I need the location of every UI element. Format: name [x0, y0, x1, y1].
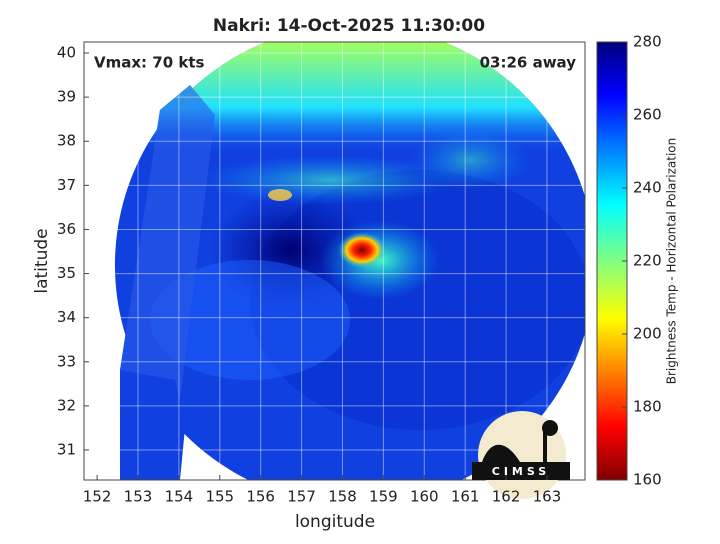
x-tick-label: 153: [124, 488, 153, 506]
colorbar-tick-label: 200: [633, 325, 662, 343]
chart-title: Nakri: 14-Oct-2025 11:30:00: [213, 16, 485, 36]
y-tick-label: 35: [57, 264, 76, 282]
y-tick-label: 39: [57, 88, 76, 106]
logo-text: CIMSS: [492, 465, 550, 478]
colorbar-tick-label: 220: [633, 252, 662, 270]
y-tick-label: 37: [57, 176, 76, 194]
y-tick-label: 34: [57, 308, 76, 326]
x-tick-label: 156: [246, 488, 275, 506]
colorbar-tick-label: 180: [633, 398, 662, 416]
annotation: Vmax: 70 kts: [94, 54, 204, 72]
colorbar-tick-label: 280: [633, 33, 662, 51]
x-tick-label: 152: [83, 488, 112, 506]
y-tick-label: 31: [57, 441, 76, 459]
y-tick-label: 32: [57, 396, 76, 414]
colorbar-tick-label: 240: [633, 179, 662, 197]
y-tick-label: 40: [57, 44, 76, 62]
x-tick-label: 160: [410, 488, 439, 506]
x-tick-label: 157: [287, 488, 316, 506]
x-tick-label: 162: [492, 488, 521, 506]
x-tick-label: 154: [165, 488, 194, 506]
y-axis-label: latitude: [32, 228, 52, 293]
x-axis-label: longitude: [295, 512, 375, 532]
x-tick-label: 155: [205, 488, 234, 506]
colorbar-label: Brightness Temp - Horizontal Polarizatio…: [665, 138, 679, 385]
x-tick-label: 159: [369, 488, 398, 506]
colorbar-tick-label: 260: [633, 106, 662, 124]
colorbar-tick-label: 160: [633, 471, 662, 489]
x-tick-label: 161: [451, 488, 480, 506]
y-tick-label: 38: [57, 132, 76, 150]
logo: CIMSS: [472, 411, 570, 499]
grid: [84, 42, 585, 480]
x-tick-label: 158: [328, 488, 357, 506]
x-tick-label: 163: [533, 488, 562, 506]
y-tick-label: 36: [57, 220, 76, 238]
plot-frame: [83, 41, 586, 481]
y-tick-label: 33: [57, 352, 76, 370]
annotation: 03:26 away: [480, 54, 577, 72]
